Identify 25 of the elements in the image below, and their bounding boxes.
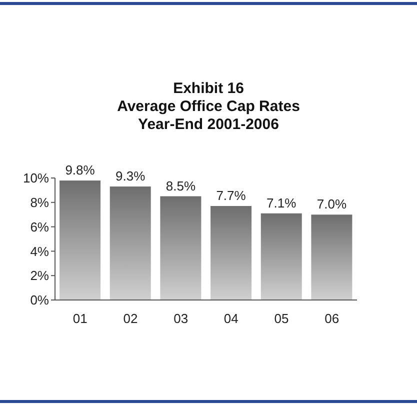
bar <box>260 213 302 300</box>
x-tick-label: 01 <box>72 311 88 326</box>
data-label: 7.1% <box>266 195 297 210</box>
x-tick-label: 06 <box>324 311 340 326</box>
data-label: 9.8% <box>65 162 96 178</box>
bar <box>110 186 151 300</box>
y-tick-label: 0% <box>30 292 50 308</box>
y-tick-label: 6% <box>30 219 50 234</box>
y-tick-label: 8% <box>30 195 50 210</box>
data-label: 7.0% <box>316 196 347 212</box>
x-tick-label: 04 <box>224 311 238 326</box>
bar <box>160 196 202 300</box>
data-label: 7.7% <box>216 188 246 204</box>
y-tick-label: 10% <box>22 170 50 186</box>
y-tick-label: 2% <box>30 268 50 284</box>
x-tick-label: 03 <box>174 311 188 326</box>
x-tick-label: 02 <box>123 311 138 326</box>
y-tick-label: 4% <box>30 244 50 259</box>
data-label: 9.3% <box>116 168 146 184</box>
bar <box>60 180 101 300</box>
bar <box>311 214 352 300</box>
bar <box>210 206 252 300</box>
chart-title: Exhibit 16 Average Office Cap Rates Year-End 2001-2006 <box>116 80 301 134</box>
data-label: 8.5% <box>166 178 196 194</box>
x-tick-label: 05 <box>274 311 289 326</box>
